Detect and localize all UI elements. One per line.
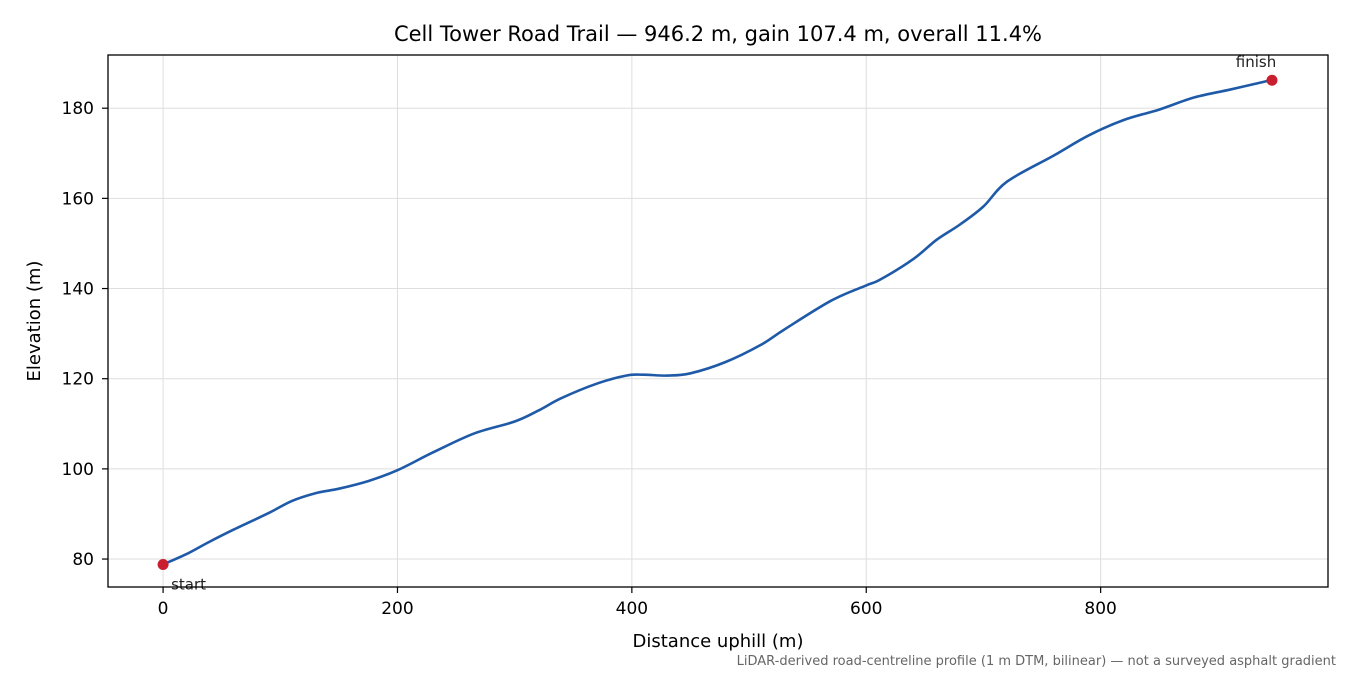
footnote: LiDAR-derived road-centreline profile (1…: [737, 654, 1336, 669]
x-axis-label: Distance uphill (m): [633, 631, 804, 652]
y-tick-label: 120: [62, 370, 94, 390]
plot-frame: [107, 54, 1329, 588]
x-tick-label: 400: [616, 599, 648, 619]
x-tick-label: 800: [1084, 599, 1116, 619]
axis-ticks: 0 200 400 600 800 80 100 120 140 160 180: [62, 99, 1117, 619]
x-tick-label: 600: [850, 599, 882, 619]
x-tick-label: 0: [158, 599, 169, 619]
y-axis-label: Elevation (m): [24, 261, 45, 382]
finish-label: finish: [1236, 53, 1276, 71]
start-marker: [157, 558, 169, 570]
data-layer: start finish: [157, 53, 1278, 593]
elevation-line: [161, 78, 1274, 566]
y-tick-label: 80: [72, 550, 94, 570]
x-tick-label: 200: [381, 599, 413, 619]
y-tick-label: 140: [62, 280, 94, 300]
finish-marker: [1266, 74, 1278, 86]
chart-title: Cell Tower Road Trail — 946.2 m, gain 10…: [394, 22, 1042, 46]
start-label: start: [171, 575, 206, 593]
y-tick-label: 180: [62, 99, 94, 119]
y-tick-label: 100: [62, 460, 94, 480]
y-tick-label: 160: [62, 189, 94, 209]
grid-lines: [108, 55, 1328, 587]
